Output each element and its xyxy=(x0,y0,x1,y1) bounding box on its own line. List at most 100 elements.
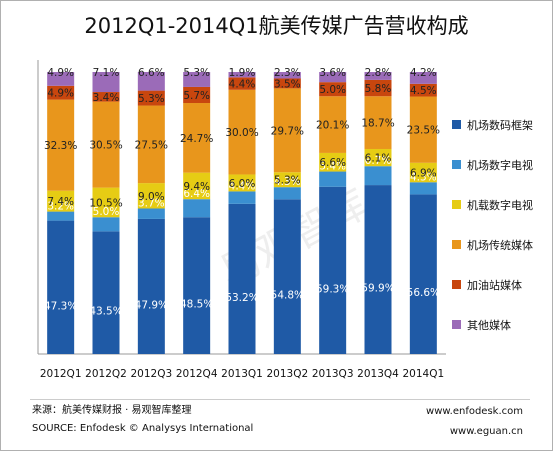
data-label: 6.6% xyxy=(138,67,165,79)
bar-segment xyxy=(92,72,120,93)
data-label: 5.8% xyxy=(365,83,392,95)
data-label: 47.3% xyxy=(44,300,77,312)
bar-segment xyxy=(364,185,392,354)
bar-segment xyxy=(137,218,165,354)
bar-segment xyxy=(47,85,75,100)
bar-segment xyxy=(92,92,120,102)
data-label: 6.1% xyxy=(365,153,392,165)
footer-links: www.enfodesk.com www.eguan.cn xyxy=(426,402,523,442)
bar-segment xyxy=(47,220,75,354)
x-tick-label: 2014Q1 xyxy=(402,368,444,380)
legend-swatch xyxy=(452,240,461,249)
bar-segment xyxy=(137,208,165,219)
data-label: 59.9% xyxy=(361,283,394,295)
legend-label: 机场传统媒体 xyxy=(467,238,533,252)
x-tick-label: 2013Q2 xyxy=(266,368,308,380)
x-tick-label: 2012Q4 xyxy=(176,368,218,380)
x-tick-label: 2013Q4 xyxy=(357,368,399,380)
data-label: 30.5% xyxy=(89,140,122,152)
legend-label: 机载数字电视 xyxy=(467,198,533,212)
source-note: 来源：航美传媒财报 · 易观智库整理 SOURCE: Enfodesk © An… xyxy=(32,402,253,438)
data-label: 56.6% xyxy=(407,287,440,299)
bar-segment xyxy=(137,90,165,106)
bar-segment xyxy=(228,191,256,204)
data-label: 1.9% xyxy=(229,67,256,79)
bar-segment xyxy=(228,77,256,90)
legend-swatch xyxy=(452,320,461,329)
bar-segment xyxy=(319,171,347,187)
data-label: 4.5% xyxy=(410,85,437,97)
bar-segment xyxy=(273,199,301,354)
data-label: 43.5% xyxy=(89,306,122,318)
data-label: 53.2% xyxy=(225,292,258,304)
link-enfodesk[interactable]: www.enfodesk.com xyxy=(426,406,523,417)
bar-segment xyxy=(183,103,211,173)
legend-swatch xyxy=(452,200,461,209)
footer-divider xyxy=(30,399,530,400)
bar-segment xyxy=(47,211,75,221)
data-label: 3.6% xyxy=(319,67,346,79)
bar-segment xyxy=(137,105,165,184)
bar-segment xyxy=(47,72,75,86)
data-label: 5.3% xyxy=(138,93,165,105)
data-label: 27.5% xyxy=(135,139,168,151)
data-label: 4.3% xyxy=(274,176,301,188)
data-label: 59.3% xyxy=(316,283,349,295)
bar-segment xyxy=(183,217,211,354)
data-label: 32.3% xyxy=(44,140,77,152)
data-label: 4.3% xyxy=(410,171,437,183)
legend-swatch xyxy=(452,280,461,289)
data-label: 48.5% xyxy=(180,299,213,311)
bar-segment xyxy=(319,152,347,172)
bar-segment xyxy=(409,194,437,354)
bar-segment xyxy=(409,83,437,97)
data-label: 7.1% xyxy=(93,67,120,79)
x-tick-label: 2012Q2 xyxy=(85,368,127,380)
x-tick-label: 2013Q3 xyxy=(312,368,354,380)
bar-segment xyxy=(409,72,437,84)
data-label: 5.4% xyxy=(319,161,346,173)
bar-segment xyxy=(228,174,256,192)
data-label: 5.7% xyxy=(183,90,210,102)
data-label: 5.0% xyxy=(319,84,346,96)
bar-segment xyxy=(273,172,301,188)
legend-swatch xyxy=(452,160,461,169)
legend-swatch xyxy=(452,120,461,129)
data-label: 47.9% xyxy=(135,299,168,311)
data-label: 4.4% xyxy=(229,180,256,192)
bar-segment xyxy=(228,72,256,78)
bar-segment xyxy=(47,190,75,212)
bar-segment xyxy=(137,72,165,91)
source-en: SOURCE: Enfodesk © Analysys Internationa… xyxy=(32,423,254,434)
data-label: 4.4% xyxy=(229,79,256,91)
bar-segment xyxy=(273,72,301,79)
bar-segment xyxy=(183,172,211,200)
bar-segment xyxy=(92,217,120,232)
link-eguan[interactable]: www.eguan.cn xyxy=(449,426,523,437)
bar-segment xyxy=(183,86,211,104)
data-label: 6.9% xyxy=(410,168,437,180)
data-label: 29.7% xyxy=(271,125,304,137)
bar-segment xyxy=(364,72,392,80)
data-label: 3.4% xyxy=(93,92,120,104)
data-label: 6.7% xyxy=(365,155,392,167)
data-label: 3.7% xyxy=(138,197,165,209)
chart-title: 2012Q1-2014Q1航美传媒广告营收构成 xyxy=(84,14,469,38)
data-label: 6.4% xyxy=(183,188,210,200)
data-label: 2.8% xyxy=(365,67,392,79)
bar-segment xyxy=(319,96,347,153)
data-label: 23.5% xyxy=(407,125,440,137)
bar-segment xyxy=(319,186,347,354)
data-label: 3.5% xyxy=(274,78,301,90)
data-label: 6.6% xyxy=(319,157,346,169)
x-tick-label: 2012Q1 xyxy=(40,368,82,380)
data-label: 5.3% xyxy=(183,67,210,79)
bar-segment xyxy=(364,96,392,149)
data-label: 18.7% xyxy=(361,118,394,130)
data-label: 9.4% xyxy=(183,181,210,193)
bar-segment xyxy=(92,187,120,218)
data-label: 54.8% xyxy=(271,290,304,302)
bar-segment xyxy=(92,101,120,188)
data-label: 2.3% xyxy=(274,67,301,79)
